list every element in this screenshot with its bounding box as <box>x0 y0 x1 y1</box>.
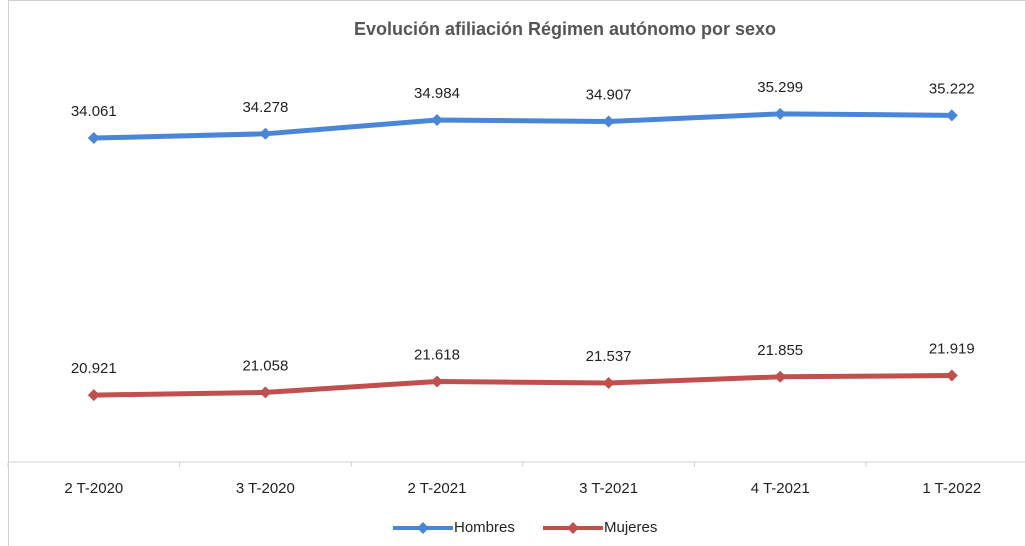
marker <box>945 109 958 122</box>
chart-title: Evolución afiliación Régimen autónomo po… <box>354 19 776 39</box>
data-label: 21.537 <box>586 348 632 365</box>
marker <box>602 377 615 390</box>
data-label: 34.061 <box>71 103 117 120</box>
data-label: 21.919 <box>929 341 975 358</box>
data-label: 34.984 <box>414 85 460 102</box>
data-label: 21.618 <box>414 346 460 363</box>
data-label: 21.058 <box>242 357 288 374</box>
legend-marker <box>567 522 579 534</box>
marker <box>602 115 615 128</box>
marker <box>259 127 272 140</box>
x-tick-label: 1 T-2022 <box>922 480 981 497</box>
legend-marker <box>417 522 429 534</box>
x-tick-label: 4 T-2021 <box>751 480 810 497</box>
line <box>91 373 955 398</box>
legend-label: Hombres <box>454 519 515 536</box>
marker <box>431 113 443 126</box>
marker <box>87 389 100 402</box>
marker <box>774 107 787 120</box>
data-label: 35.222 <box>929 80 975 97</box>
x-tick-label: 2 T-2020 <box>64 480 123 497</box>
data-label: 35.299 <box>757 79 803 96</box>
marker <box>431 375 443 388</box>
legend-label: Mujeres <box>604 519 657 536</box>
marker <box>87 132 100 145</box>
data-label: 20.921 <box>71 360 117 377</box>
marker <box>259 386 272 399</box>
data-label: 34.278 <box>242 99 288 116</box>
marker <box>774 370 787 383</box>
marker <box>945 369 958 382</box>
chart-border <box>8 0 1025 546</box>
data-label: 21.855 <box>757 342 803 359</box>
x-tick-label: 2 T-2021 <box>408 480 467 497</box>
x-tick-label: 3 T-2020 <box>236 480 295 497</box>
data-label: 34.907 <box>586 86 632 103</box>
x-tick-label: 3 T-2021 <box>579 480 638 497</box>
line <box>91 111 955 141</box>
